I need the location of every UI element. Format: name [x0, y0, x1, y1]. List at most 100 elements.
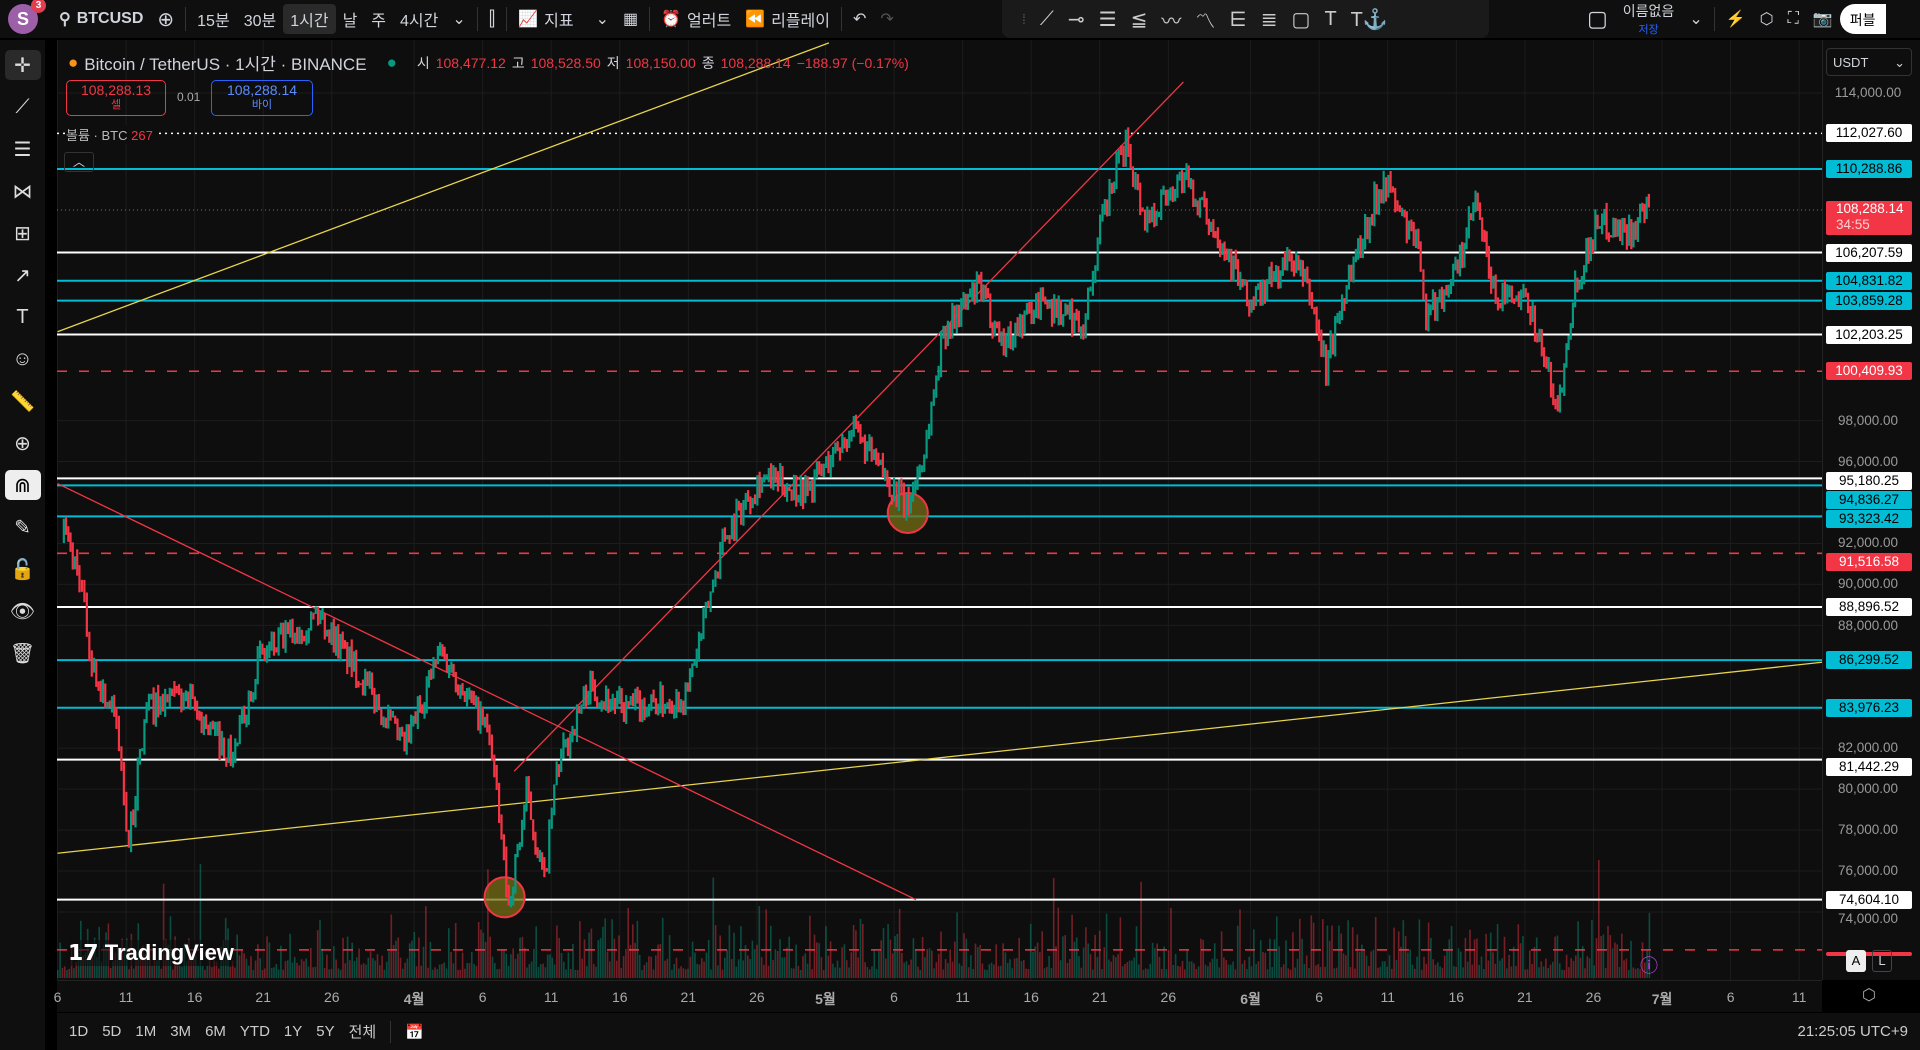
publish-button[interactable]: 퍼블 — [1839, 4, 1886, 34]
channel-icon[interactable]: ⋿ — [1229, 8, 1247, 31]
log-scale-button[interactable]: L — [1872, 950, 1892, 972]
layout-name[interactable]: 이름없음 저장 — [1622, 3, 1675, 36]
elliott-wave-icon[interactable]: 〰 — [1161, 10, 1182, 33]
time-tick: 26 — [323, 989, 340, 1005]
layout-button[interactable]: ▢ — [1580, 4, 1615, 34]
chart-type-button[interactable]: ⫿ — [482, 4, 502, 34]
range-icon[interactable]: ≣ — [1260, 8, 1278, 31]
level-price-tag: 94,836.27 — [1826, 490, 1912, 509]
lock-all-tool[interactable]: 🔓 — [5, 554, 41, 584]
time-tick: 7월 — [1651, 991, 1673, 1007]
collapse-legend-button[interactable]: ︿ — [64, 152, 94, 172]
time-axis[interactable]: 6 11 16 21 26 4월 6 11 16 21 26 5월 6 11 16 21 26 6월 6 11 16 21… — [54, 980, 1822, 1012]
horizontal-ray-icon[interactable]: ⊸ — [1067, 8, 1085, 31]
ruler-tool[interactable]: 📏 — [5, 386, 41, 416]
brush-tool[interactable]: ↗ — [5, 260, 41, 290]
anchored-text-icon[interactable]: T⚓ — [1350, 8, 1388, 31]
time-tick: 11 — [955, 989, 970, 1005]
market-status-icon: ● — [386, 52, 397, 72]
price-tick: 88,000.00 — [1837, 617, 1899, 633]
fullscreen-button[interactable]: ⛶ — [1781, 4, 1806, 34]
alert-button[interactable]: ⏰ 얼러트 — [661, 11, 732, 30]
level-price-tag: 86,299.52 — [1826, 651, 1912, 670]
range-1d[interactable]: 1D — [69, 1023, 89, 1040]
emoji-tool[interactable]: ☺ — [5, 344, 41, 374]
time-tick: 6 — [1726, 989, 1735, 1005]
hide-tool[interactable]: 👁 — [5, 596, 41, 626]
time-tick: 21 — [255, 989, 271, 1005]
interval-day[interactable]: 날 — [342, 13, 358, 30]
bar-countdown: 34:55 — [1836, 216, 1870, 232]
axis-settings-icon[interactable]: ⬡ — [1862, 987, 1876, 1004]
layout-dropdown[interactable]: ⌄ — [1682, 4, 1709, 34]
chevron-down-icon: ⌄ — [1689, 11, 1703, 28]
redo-button[interactable]: ↷ — [873, 4, 900, 34]
replay-button[interactable]: ⏪ 리플레이 — [745, 11, 830, 30]
templates-button[interactable]: ▦ — [616, 4, 645, 34]
range-3m[interactable]: 3M — [170, 1023, 192, 1040]
time-tick: 4월 — [403, 991, 425, 1007]
tv-logo-icon: 𝟭𝟳 — [68, 940, 105, 965]
pattern-tool[interactable]: ⋈ — [5, 176, 41, 206]
crosshair-tool[interactable]: ✛ — [4, 50, 41, 80]
parallel-lines-icon[interactable]: ☰ — [1098, 8, 1117, 31]
interval-4h[interactable]: 4시간 — [400, 13, 439, 30]
symbol-title[interactable]: Bitcoin / TetherUS · 1시간 · BINANCE — [84, 55, 367, 74]
trendline-tool-icon[interactable]: ⟋ — [1039, 7, 1054, 30]
text-icon[interactable]: T — [1324, 7, 1337, 30]
snapshot-button[interactable]: 📷 — [1806, 4, 1840, 34]
interval-week[interactable]: 주 — [371, 13, 387, 30]
goto-date-icon[interactable]: 📅 — [405, 1023, 424, 1041]
symbol-search[interactable]: ⚲ BTCUSD — [59, 10, 144, 28]
interval-30m[interactable]: 30분 — [243, 13, 277, 30]
interval-15m[interactable]: 15분 — [197, 13, 230, 30]
magnet-tool[interactable]: ⋒ — [4, 470, 41, 500]
range-1y[interactable]: 1Y — [283, 1023, 303, 1040]
range-5d[interactable]: 5D — [102, 1023, 122, 1040]
chart-pane[interactable] — [57, 40, 1822, 980]
text-tool[interactable]: T — [5, 302, 41, 332]
level-price-tag: 91,516.58 — [1826, 553, 1912, 572]
drag-handle-icon[interactable]: ⁞ — [1022, 11, 1026, 27]
lock-drawing-tool[interactable]: ✎ — [5, 512, 41, 542]
price-tick: 92,000.00 — [1837, 535, 1899, 551]
projection-tool[interactable]: ⊞ — [5, 218, 41, 248]
chevron-down-icon: ⌄ — [452, 11, 466, 28]
abc-pattern-icon[interactable]: 〽 — [1195, 10, 1216, 33]
high-value: 108,528.50 — [530, 54, 601, 71]
chevron-up-icon: ︿ — [72, 155, 85, 169]
pencil-lock-icon: ✎ — [14, 516, 31, 539]
range-all[interactable]: 전체 — [348, 1024, 377, 1041]
settings-button[interactable]: ⬡ — [1753, 4, 1781, 34]
range-6m[interactable]: 6M — [205, 1023, 226, 1040]
indicators-button[interactable]: 📈 지표 ⌄ — [518, 11, 609, 30]
add-symbol-button[interactable]: ⊕ — [150, 4, 181, 34]
chart-legend: ● Bitcoin / TetherUS · 1시간 · BINANCE ● 시… — [68, 50, 909, 75]
divider — [841, 7, 842, 31]
range-5y[interactable]: 5Y — [316, 1023, 335, 1040]
zoom-tool[interactable]: ⊕ — [5, 428, 41, 458]
unlock-icon: 🔓 — [10, 558, 35, 581]
trendline-tool[interactable]: ⟋ — [5, 92, 41, 122]
alarm-icon: ⏰ — [661, 11, 682, 28]
range-ytd[interactable]: YTD — [239, 1023, 270, 1040]
rectangle-icon[interactable]: ▢ — [1291, 8, 1311, 31]
level-price-tag: 74,604.10 — [1826, 890, 1912, 909]
fib-icon[interactable]: ≦ — [1130, 8, 1148, 31]
range-1m[interactable]: 1M — [135, 1023, 157, 1040]
delete-tool[interactable]: 🗑 — [5, 638, 41, 668]
lightning-icon[interactable]: ⓘ — [1640, 956, 1658, 976]
buy-button[interactable]: 108,288.14 바이 — [211, 80, 313, 116]
interval-1h[interactable]: 1시간 — [283, 4, 336, 34]
quick-search-button[interactable]: ⚡ — [1719, 4, 1753, 34]
fib-tool[interactable]: ☰ — [5, 134, 41, 164]
eye-icon: 👁 — [9, 600, 36, 623]
undo-button[interactable]: ↶ — [846, 4, 873, 34]
ruler-icon: 📏 — [10, 390, 35, 413]
currency-select[interactable]: USDT ⌄ — [1826, 48, 1912, 76]
auto-scale-button[interactable]: A — [1846, 950, 1866, 972]
price-tick: 78,000.00 — [1837, 822, 1899, 838]
interval-dropdown[interactable]: ⌄ — [445, 4, 472, 34]
sell-button[interactable]: 108,288.13 셀 — [66, 80, 166, 116]
